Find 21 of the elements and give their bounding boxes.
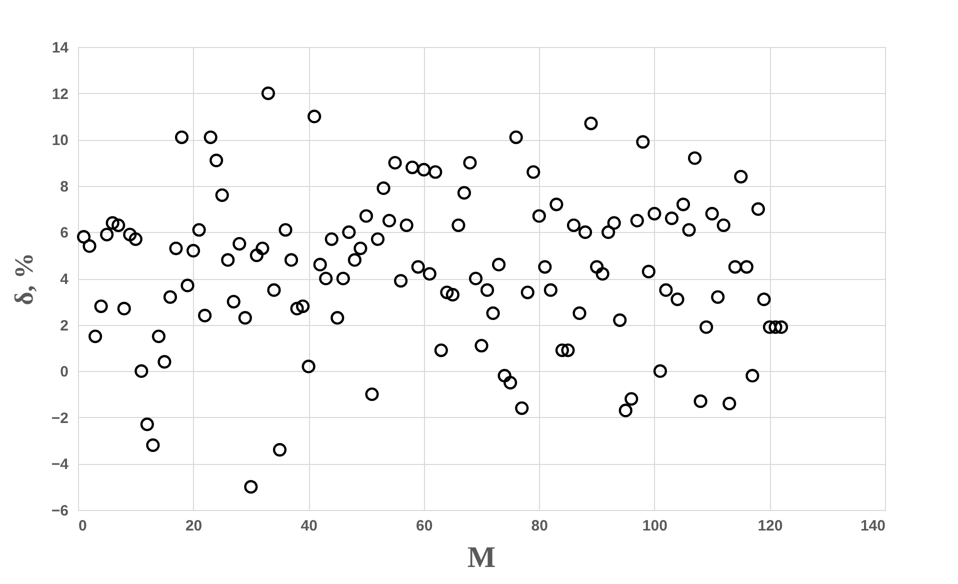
- y-tick-label: 10: [52, 132, 68, 150]
- y-tick-label: −6: [51, 502, 68, 520]
- x-tick-label: 40: [300, 518, 318, 534]
- x-tick-label: 100: [642, 518, 668, 534]
- y-tick-label: 0: [60, 364, 68, 381]
- y-axis-title: δ, %: [9, 252, 38, 306]
- y-tick-label: 4: [60, 271, 70, 288]
- x-axis-title: M: [467, 541, 496, 574]
- y-tick-label: −2: [51, 410, 68, 427]
- y-tick-label: 8: [60, 178, 68, 196]
- x-tick-label: 60: [416, 518, 433, 534]
- x-tick-label: 120: [758, 518, 783, 534]
- x-tick-label: 20: [185, 518, 202, 534]
- x-tick-label: 140: [860, 518, 886, 534]
- y-tick-label: 12: [52, 86, 68, 103]
- x-tick-label: 80: [531, 518, 548, 534]
- y-tick-label: 6: [60, 224, 68, 242]
- y-tick-label: −4: [51, 456, 70, 474]
- y-tick-label: 14: [52, 40, 70, 56]
- x-tick-label: 0: [78, 518, 87, 534]
- y-tick-label: 2: [60, 317, 68, 334]
